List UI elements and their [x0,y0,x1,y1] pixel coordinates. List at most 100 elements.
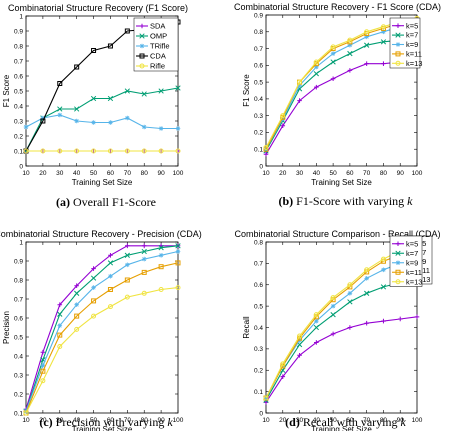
panel-d-legend-label: k=13 [406,277,422,286]
panel-d-point-k=13 [380,256,386,262]
panel-b-xtick-label: 100 [412,170,423,177]
panel-a-ylabel: F1 Score [2,74,11,107]
panel-c-ylabel: Precision [2,311,11,344]
panel-c-title: Combinatorial Structure Recovery - Preci… [0,229,202,239]
panel-b-legend-label: k=11 [406,50,422,59]
panel-a-xtick-label: 30 [56,170,64,177]
panel-a-caption-text: Overall F1-Score [70,195,156,209]
panel-a-legend-label: Rifle [150,62,165,71]
panel-b-xtick-label: 40 [313,170,321,177]
panel-d-ytick-label: 0.5 [254,303,263,310]
panel-c-ytick-label: 0.1 [14,410,23,417]
panel-d-xtick-label: 50 [329,417,337,424]
panel-c-point-k=11 [74,313,80,319]
panel-a-ytick-label: 0.4 [14,103,23,110]
panel-d-legend-marker [395,260,401,266]
panel-d-series-line-k=7 [265,277,418,401]
panel-a-xtick-label: 100 [173,170,184,177]
panel-d-point-k=5 [364,320,369,326]
panel-b-point-k=13 [330,44,336,50]
panel-d-ytick-label: 0.3 [254,346,263,353]
panel-d-xtick-label: 80 [380,417,388,424]
panel-b-ytick-label: 0.5 [254,79,263,86]
panel-a-ytick-label: 0.7 [14,58,23,65]
panel-a-ytick-label: 1 [19,13,23,20]
panel-a-point-TRifle [40,115,46,121]
panel-a-point-Rifle [40,148,46,154]
panel-c-point-k=5 [57,302,63,307]
panel-a-caption: (a) Overall F1-Score [56,195,156,209]
panel-d-point-k=9 [381,267,386,273]
panel-d-point-k=13 [297,333,303,339]
panel-c-series-line-k=9 [25,250,179,412]
panel-c-xtick-label: 100 [173,417,184,424]
panel-a-xtick-label: 90 [157,170,165,177]
panel-d-caption-text: Recall with varying [300,415,398,429]
panel-b-point-k=5 [330,76,336,82]
panel-b-legend-marker [395,32,401,38]
panel-c-point-k=11 [141,269,147,275]
panel-c-series-line-k=13 [25,287,179,414]
panel-c-point-k=7 [175,243,181,249]
panel-c-plot-frame [25,241,179,414]
panel-d-point-k=9 [347,291,353,296]
panel-c-ytick-label: 0.6 [14,315,23,322]
panel-c-point-k=13 [141,290,147,296]
panel-a-legend-label: CDA [150,52,166,61]
panel-a-xlabel: Training Set Size [72,178,133,187]
panel-b-point-k=13 [280,113,286,119]
panel-d-point-k=5 [381,318,386,324]
panel-b-legend-label: k=5 [406,21,418,30]
panel-c-point-k=5 [74,283,79,288]
panel-d-point-k=9 [330,303,336,309]
panel-a-ytick-label: 0.9 [14,28,23,35]
panel-b-legend-marker [395,51,401,57]
panel-d-xtick-label: 90 [397,417,405,424]
panel-c-point-k=7 [141,248,147,255]
panel-a-legend-label: OMP [150,32,167,41]
panel-a-xtick-label: 20 [39,170,47,177]
panel-a-point-TRifle [57,112,63,118]
panel-b-xtick-label: 50 [329,170,337,177]
panel-b-caption-tag: (b) [279,194,294,208]
panel-d-legend-marker [395,250,401,256]
panel-a-legend-label: SDA [150,22,165,31]
panel-d-point-k=9 [314,318,319,324]
panel-a-caption-tag: (a) [56,195,70,209]
panel-b-ytick-label: 0.4 [254,96,263,103]
panel-c-xtick-label: 40 [73,417,81,424]
panel-a-point-OMP [90,95,97,102]
panel-c-point-k=7 [107,260,114,266]
panel-b-caption: (b) F1-Score with varying k [279,194,414,208]
panel-d-xtick-label: 60 [346,417,354,424]
panel-b-caption-var: k [404,194,413,208]
panel-b-point-k=7 [364,42,370,48]
panel-c-point-k=7 [158,245,164,251]
panel-c-point-k=5 [91,266,96,271]
panel-d-point-k=13 [263,395,269,401]
panel-c-point-k=11 [57,332,63,338]
panel-c-point-k=5 [108,253,113,258]
panel-a-point-Rifle [141,148,147,154]
panel-a-xtick-label: 70 [124,170,132,177]
panel-a-point-OMP [57,106,63,112]
panel-c-series-line-k=7 [25,245,179,412]
panel-a-point-TRifle [23,124,29,130]
panel-d-series-line-k=5 [265,316,418,403]
panel-c-xtick-label: 60 [107,417,115,424]
panel-b-caption-text: F1-Score with varying [293,194,404,208]
panel-a-point-CDA [40,118,46,124]
panel-b-legend-marker [395,42,401,47]
panel-c-point-k=9 [141,256,147,262]
panel-b-ytick-label: 0.3 [254,113,263,120]
panel-d-point-k=7 [347,299,353,305]
panel-a-ytick-label: 0 [19,163,23,170]
panel-a-point-TRifle [108,120,113,125]
panel-c-point-k=11 [124,277,130,283]
panel-b-ytick-label: 0.7 [254,46,263,53]
panel-a-legend-marker [139,53,145,59]
panel-c-xtick-label: 10 [22,417,30,424]
panel-a-xtick-label: 80 [141,170,149,177]
panel-b-point-k=5 [347,68,353,73]
panel-c-point-k=13 [124,294,130,300]
